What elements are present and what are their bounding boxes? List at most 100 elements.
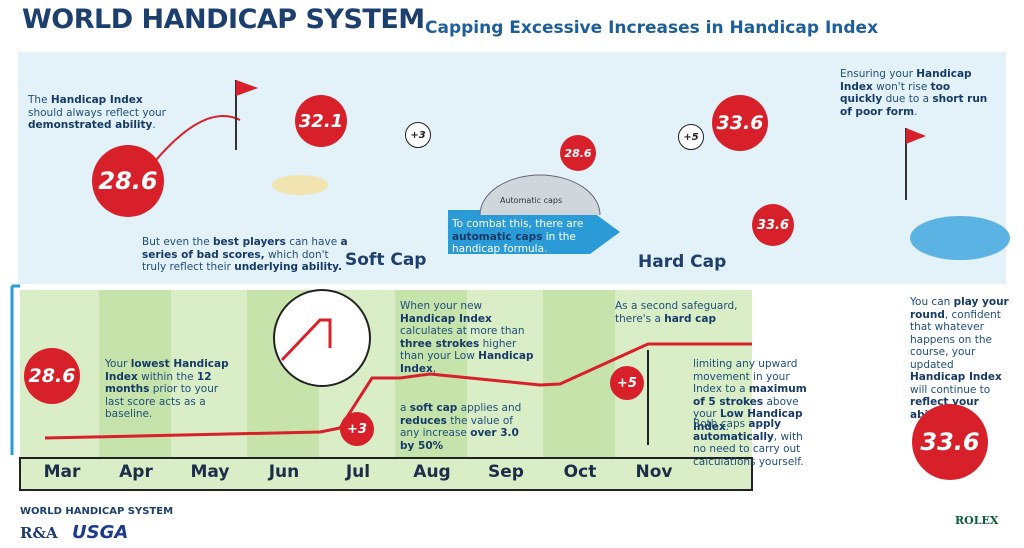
text: calculates at more than (400, 325, 525, 337)
badge: 33.6 (752, 204, 794, 246)
title: WORLD HANDICAP SYSTEM (22, 4, 425, 35)
limit-text: limiting any upward movement in your Ind… (693, 358, 818, 433)
both-text: Both caps apply automatically, with no n… (693, 418, 818, 468)
bold-text: reduces (400, 414, 447, 427)
text: applies and (457, 402, 522, 414)
month-label: Mar (43, 462, 81, 482)
month-strip (19, 457, 753, 491)
hard-cap-label: Hard Cap (638, 252, 727, 272)
text: You can (910, 296, 954, 308)
bold-text: lowest Handicap Index (105, 358, 229, 383)
month-label: Jun (268, 462, 300, 482)
bold-text: maximum of 5 strokes (693, 383, 807, 408)
month-column (99, 290, 171, 458)
bold-text: Handicap Index (50, 94, 143, 106)
bold-text: short run of poor form (840, 93, 988, 118)
text: won't rise (872, 80, 931, 93)
bold-text: apply automatically (693, 418, 781, 443)
text: , with no need to carry out calculations… (693, 430, 804, 468)
badge: 28.6 (560, 135, 596, 171)
flag (236, 80, 258, 96)
text: Ensuring your (840, 68, 917, 80)
month-label: Apr (119, 462, 153, 482)
text: above your (693, 395, 799, 421)
text: within the (137, 370, 197, 383)
text: limiting any upward movement in your Ind… (693, 358, 798, 395)
text: As a second safeguard, there's a (615, 300, 738, 325)
rolex-logo: ROLEX (955, 514, 999, 527)
text: When your new (400, 300, 483, 312)
badge: +5 (678, 124, 704, 150)
zoom-circle (273, 289, 371, 387)
soft-text: a soft cap applies and reduces the value… (400, 402, 530, 452)
ra-logo: R&A (20, 524, 58, 542)
pond (910, 216, 1010, 260)
text: higher than your Low (400, 337, 517, 363)
badge: 32.1 (295, 95, 347, 147)
text: due to a (882, 93, 933, 105)
month-column (173, 290, 245, 458)
ensure-text: Ensuring your Handicap Index won't rise … (840, 68, 990, 118)
bold-text: over 3.0 by 50% (400, 427, 519, 452)
text: the value of any increase (400, 414, 513, 440)
badge: 28.6 (92, 145, 164, 217)
month-column (469, 290, 541, 458)
bold-text: underlying ability. (234, 261, 342, 273)
bold-text: soft cap (409, 402, 458, 414)
play-text: You can play your round, confident that … (910, 296, 1010, 421)
lowest-text: Your lowest Handicap Index within the 12… (105, 358, 235, 421)
bold-text: three strokes (400, 337, 480, 350)
month-label: Sep (488, 462, 524, 482)
text: To combat this, there are (452, 218, 584, 230)
badge: 33.6 (712, 95, 768, 151)
second-text: As a second safeguard, there's a hard ca… (615, 300, 745, 325)
text: in the handicap formula. (452, 230, 576, 256)
bold-text: automatic caps (452, 230, 543, 243)
text: The (28, 94, 51, 106)
arrow (448, 210, 620, 254)
bold-text: hard cap (664, 312, 716, 325)
combat-text: To combat this, there are automatic caps… (452, 218, 592, 256)
text: a (400, 402, 410, 414)
new-index-text: When your new Handicap Index calculates … (400, 300, 535, 375)
text: can have (285, 236, 341, 248)
subtitle: Capping Excessive Increases in Handicap … (425, 18, 879, 38)
badge: 28.6 (24, 348, 80, 404)
text: should always reflect your (28, 106, 166, 119)
bold-text: best players (213, 236, 286, 248)
bold-text: Handicap Index (400, 350, 534, 375)
badge: +3 (405, 122, 431, 148)
badge: +3 (340, 412, 374, 446)
month-label: Nov (635, 462, 673, 482)
month-label: Oct (563, 462, 597, 482)
zoom-line (280, 318, 332, 362)
bold-text: Low Handicap Index (693, 408, 803, 433)
bold-text: too quickly (840, 80, 951, 106)
text: . (725, 420, 730, 433)
frame-line (10, 284, 20, 455)
badge: +5 (610, 366, 644, 400)
bunker (272, 175, 328, 195)
text: Your (105, 358, 131, 370)
month-label: May (190, 462, 230, 482)
month-label: Aug (413, 462, 451, 482)
bad-scores-text: But even the best players can have a ser… (142, 236, 352, 274)
soft-cap-label: Soft Cap (345, 250, 427, 270)
text: . (914, 105, 918, 118)
bold-text: a series of bad scores, (142, 236, 348, 261)
text: , confident that whatever happens on the… (910, 308, 1001, 371)
text: But even the (142, 236, 214, 248)
bold-text: Handicap Index (840, 68, 972, 93)
bold-text: Handicap Index (910, 371, 1002, 383)
flag (906, 128, 926, 144)
usga-logo: USGA (72, 522, 129, 543)
text: prior to your last score acts as a basel… (105, 383, 219, 420)
text: will continue to (910, 383, 991, 396)
month-label: Jul (345, 462, 371, 482)
dial-label: Automatic caps (500, 196, 563, 205)
bold-text: demonstrated ability (28, 119, 153, 131)
intro-text: The Handicap Index should always reflect… (28, 94, 178, 132)
text: which don't truly reflect their (142, 248, 329, 274)
